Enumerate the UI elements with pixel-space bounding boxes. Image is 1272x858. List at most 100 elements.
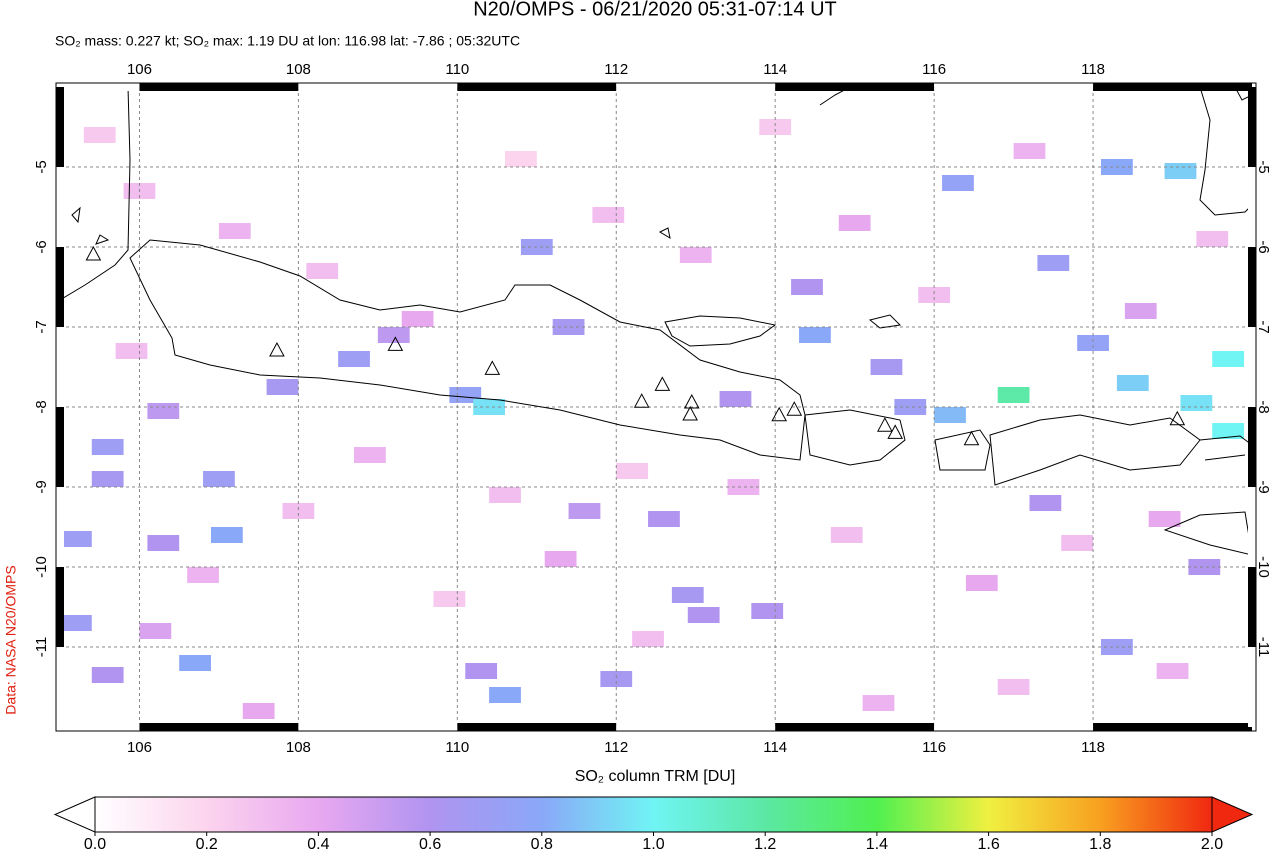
so2-pixel (830, 527, 863, 543)
grid (60, 87, 1252, 727)
frame-segment (1248, 567, 1256, 647)
x-tick-label: 114 (763, 739, 787, 756)
frame-segment (298, 723, 458, 731)
so2-pixel (489, 687, 521, 703)
colorbar-tick-label: 0.0 (84, 836, 106, 853)
so2-pixel (377, 327, 410, 343)
so2-pixel (751, 603, 784, 619)
frame-segment (775, 83, 935, 91)
volcano (654, 376, 671, 391)
volcanoes (85, 245, 1186, 446)
so2-pixel (870, 359, 903, 375)
volcano (682, 405, 699, 421)
volcano (963, 430, 980, 446)
y-tick-label: -7 (1255, 320, 1272, 333)
frame-segment (56, 167, 64, 247)
so2-pixels (60, 119, 1245, 719)
x-tick-label: 118 (1081, 739, 1105, 756)
y-tick-label: -6 (1255, 240, 1272, 253)
so2-pixel (997, 679, 1030, 695)
volcano (269, 341, 285, 357)
x-tick-label: 106 (127, 61, 152, 78)
coast-lombok (934, 429, 991, 471)
title: N20/OMPS - 06/21/2020 05:31-07:14 UT (473, 0, 837, 20)
so2-pixel (1180, 395, 1213, 411)
so2-pixel (83, 127, 116, 143)
frame-segment (1248, 167, 1256, 247)
so2-pixel (894, 399, 927, 415)
so2-pixel (1013, 143, 1046, 159)
so2-pixel (671, 587, 704, 603)
so2-pixel (1124, 303, 1157, 319)
so2-pixel (465, 663, 498, 679)
so2-pixel (147, 535, 180, 551)
x-tick-label: 110 (445, 739, 469, 756)
colorbar-under (53, 796, 96, 833)
volcano (887, 424, 904, 439)
coast-islets (71, 206, 110, 245)
so2-pixel (473, 399, 506, 415)
so2-pixel (1037, 255, 1070, 271)
colorbar-over (1211, 796, 1254, 833)
frame-segment (1248, 247, 1256, 327)
so2-pixel (187, 567, 219, 583)
so2-pixel (147, 403, 180, 419)
so2-pixel (306, 263, 339, 279)
y-tick-label: -10 (1255, 556, 1272, 578)
so2-pixel (338, 351, 370, 367)
frame-segment (1248, 487, 1256, 567)
so2-pixel (687, 607, 720, 623)
so2-pixel (139, 623, 172, 639)
so2-pixel (1116, 375, 1149, 391)
volcano (387, 336, 404, 351)
coast-small-islands (658, 227, 902, 329)
so2-pixel (862, 695, 895, 711)
x-tick-label: 106 (127, 739, 152, 756)
frame-segment (56, 247, 64, 327)
x-tick-label: 108 (286, 739, 311, 756)
y-tick-label: -9 (33, 480, 50, 493)
frame-segment (1248, 407, 1256, 487)
so2-pixel (648, 511, 680, 527)
so2-pixel (759, 119, 792, 135)
so2-pixel (210, 527, 243, 543)
volcano (771, 406, 788, 422)
colorbar-label: SO₂ column TRM [DU] (575, 768, 736, 785)
x-tick-label: 118 (1081, 61, 1105, 78)
x-tick-label: 114 (763, 61, 787, 78)
frame-segment (934, 723, 1094, 731)
frame-segment (1248, 87, 1256, 167)
so2-pixel (1029, 495, 1062, 511)
so2-pixel (115, 343, 148, 359)
so2-pixel (791, 279, 823, 295)
so2-pixel (544, 551, 577, 567)
frame-segment (56, 567, 64, 647)
colorbar-tick-label: 1.0 (642, 836, 664, 853)
frame-segment (56, 647, 64, 727)
frame-segment (60, 83, 140, 91)
volcano (85, 245, 102, 261)
volcano (484, 360, 501, 375)
frame-segment (616, 723, 776, 731)
so2-pixel (91, 667, 124, 683)
so2-pixel (616, 463, 649, 479)
so2-pixel (1077, 335, 1109, 351)
so2-pixel (91, 471, 124, 487)
x-tick-label: 110 (445, 61, 469, 78)
so2-pixel (552, 319, 585, 335)
frame-segment (56, 407, 64, 487)
coast-sumatra (60, 87, 131, 301)
y-tick-label: -9 (1255, 480, 1272, 493)
volcano (683, 393, 700, 409)
so2-pixel (799, 327, 831, 343)
frame-segment (56, 487, 64, 567)
frame-segment (139, 83, 299, 91)
so2-pixel (266, 379, 299, 395)
y-tick-label: -8 (33, 400, 50, 413)
so2-pixel (719, 391, 752, 407)
so2-pixel (218, 223, 251, 239)
x-tick-label: 116 (922, 739, 946, 756)
so2-pixel (997, 387, 1030, 403)
frame-border (55, 82, 1257, 732)
